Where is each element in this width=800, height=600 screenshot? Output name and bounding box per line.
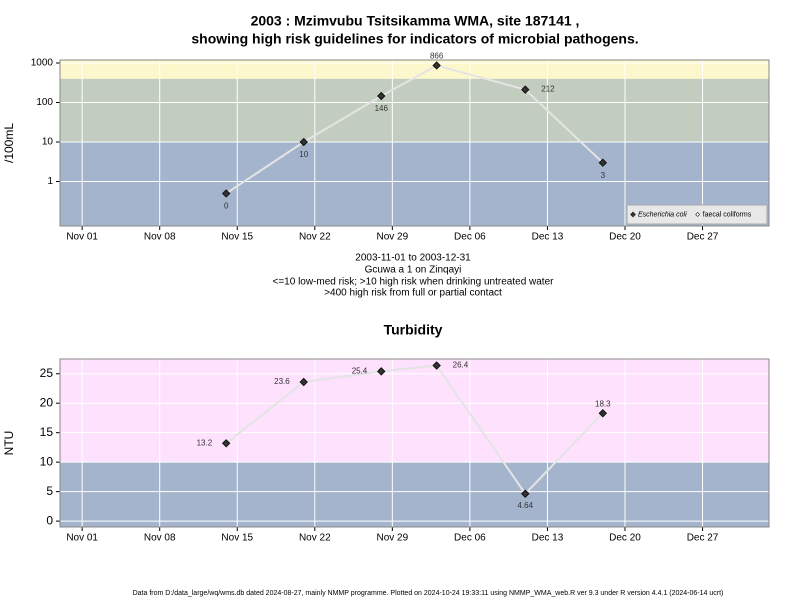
x-tick-label: Dec 27 [687, 533, 719, 544]
x-tick-label: Nov 08 [144, 533, 176, 544]
x-tick-label: Dec 13 [532, 533, 564, 544]
note: 2003-11-01 to 2003-12-31 [355, 253, 471, 264]
data-label: 212 [541, 85, 555, 94]
x-tick-label: Nov 15 [221, 232, 253, 243]
data-label: 4.64 [517, 501, 533, 510]
note: <=10 low-med risk; >10 high risk when dr… [273, 277, 555, 288]
data-point [221, 189, 231, 198]
chart-title: Turbidity [384, 322, 443, 338]
data-point [598, 158, 608, 167]
chart-title: 2003 : Mzimvubu Tsitsikamma WMA, site 18… [251, 13, 580, 29]
data-point [598, 409, 608, 418]
data-label: 25.4 [352, 366, 368, 375]
data-point [432, 361, 441, 370]
risk-band [60, 359, 769, 463]
y-tick-label: 0 [46, 513, 53, 527]
data-label: 146 [375, 104, 389, 113]
legend-marker [630, 211, 636, 218]
note: Gcuwa a 1 on Zinqayi [365, 265, 462, 276]
data-point [221, 439, 231, 448]
y-tick-label: 20 [40, 395, 54, 409]
x-tick-label: Dec 20 [609, 533, 641, 544]
legend-marker [695, 212, 701, 217]
data-label: 10 [299, 150, 308, 159]
y-tick-label: 25 [40, 366, 54, 380]
chart-title: showing high risk guidelines for indicat… [191, 31, 638, 47]
x-tick-label: Dec 06 [454, 533, 486, 544]
y-tick-label: 5 [46, 484, 53, 498]
risk-band [60, 78, 769, 143]
data-point [377, 367, 386, 376]
data-point [521, 85, 530, 94]
y-tick-label: 1000 [31, 58, 54, 69]
legend-label: Escherichia coli [638, 211, 687, 218]
risk-band [60, 462, 769, 527]
data-point [299, 137, 308, 147]
data-label: 18.3 [595, 399, 611, 408]
plot-frame [59, 358, 770, 528]
y-tick-label: 10 [42, 137, 54, 148]
data-label: 866 [430, 52, 444, 61]
data-label: 26.4 [453, 361, 469, 370]
plot-frame [59, 59, 770, 227]
x-tick-label: Dec 13 [532, 232, 564, 243]
x-tick-label: Nov 22 [299, 232, 331, 243]
y-tick-label: 10 [40, 454, 54, 468]
x-tick-label: Nov 29 [377, 232, 409, 243]
footer: Data from D:/data_large/wq/wms.db dated … [133, 590, 724, 597]
note: >400 high risk from full or partial cont… [324, 288, 502, 299]
x-tick-label: Nov 01 [66, 232, 98, 243]
x-tick-label: Dec 27 [687, 232, 719, 243]
y-axis-label: /100mL [2, 123, 16, 163]
data-point [432, 61, 441, 70]
data-point [521, 489, 530, 498]
data-point [377, 91, 386, 101]
data-label: 0 [224, 202, 229, 211]
x-tick-label: Nov 01 [66, 533, 98, 544]
data-label: 23.6 [274, 377, 290, 386]
series-line [225, 364, 604, 496]
x-tick-label: Dec 20 [609, 232, 641, 243]
y-tick-label: 15 [40, 425, 54, 439]
y-axis-label: NTU [2, 431, 16, 456]
x-tick-label: Dec 06 [454, 232, 486, 243]
data-point [299, 377, 308, 387]
legend-label: faecal coliforms [703, 211, 752, 218]
x-tick-label: Nov 08 [144, 232, 176, 243]
y-tick-label: 100 [36, 97, 53, 108]
series-line [225, 64, 604, 195]
data-label: 13.2 [197, 438, 213, 447]
x-tick-label: Nov 22 [299, 533, 331, 544]
y-tick-label: 1 [47, 176, 53, 187]
x-tick-label: Nov 29 [377, 533, 409, 544]
data-label: 3 [601, 171, 606, 180]
x-tick-label: Nov 15 [221, 533, 253, 544]
